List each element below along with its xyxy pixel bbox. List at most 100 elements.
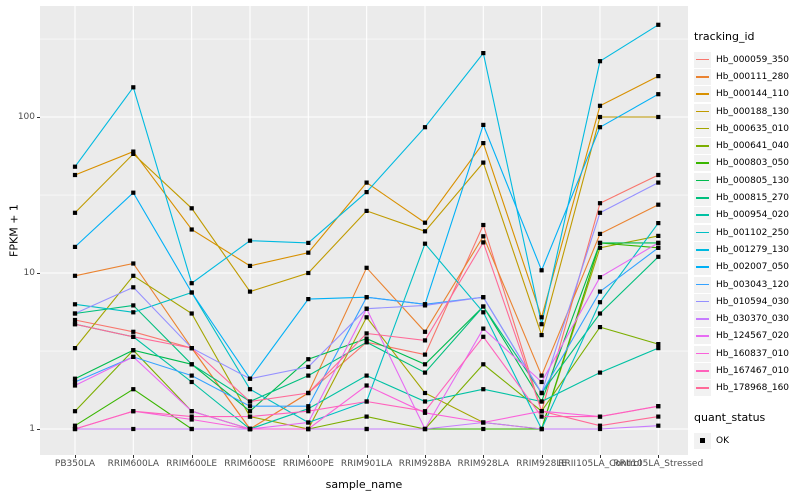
legend-item-label: Hb_160837_010 <box>716 348 790 359</box>
x-tick-mark <box>599 455 601 458</box>
legend-item-label: Hb_000803_050 <box>716 158 790 169</box>
legend-key-line-icon <box>694 362 711 379</box>
legend-key-line-icon <box>694 190 711 207</box>
legend-item-label: Hb_000954_020 <box>716 210 790 221</box>
x-tick-label-PB350LA: PB350LA <box>54 459 96 469</box>
x-tick-label-RRIM928BA: RRIM928BA <box>398 459 452 469</box>
legend-item-Hb_000144_110: Hb_000144_110 <box>694 86 798 103</box>
y-tick-label-1: 1 <box>29 424 35 434</box>
y-tick-mark <box>37 117 40 118</box>
legend-item-Hb_001102_250: Hb_001102_250 <box>694 224 798 241</box>
legend-key-line-icon <box>694 328 711 345</box>
legend-item-label: Hb_000635_010 <box>716 123 790 134</box>
legend-item-label: Hb_002007_050 <box>716 262 790 273</box>
legend-key-line-icon <box>694 155 711 172</box>
legend-item-Hb_124567_020: Hb_124567_020 <box>694 328 798 345</box>
x-tick-mark <box>133 455 135 458</box>
legend-item-Hb_000954_020: Hb_000954_020 <box>694 207 798 224</box>
x-tick-mark <box>541 455 543 458</box>
legend-key-line-icon <box>694 138 711 155</box>
x-tick-label-RRII105LA_Control: RRII105LA_Control <box>558 459 642 469</box>
legend-item-label: Hb_000641_040 <box>716 141 790 152</box>
legend-item-Hb_000188_130: Hb_000188_130 <box>694 103 798 120</box>
legend-item-Hb_167467_010: Hb_167467_010 <box>694 362 798 379</box>
legend-item-Hb_030370_030: Hb_030370_030 <box>694 310 798 328</box>
legend-item-Hb_003043_120: Hb_003043_120 <box>694 276 798 293</box>
legend-item-Hb_010594_030: Hb_010594_030 <box>694 293 798 310</box>
legend-item-label: Hb_001279_130 <box>716 244 790 255</box>
legend-title-quant-status: quant_status <box>694 410 766 424</box>
legend-item-Hb_000059_350: Hb_000059_350 <box>694 51 798 68</box>
quant-legend-items: OK <box>694 432 798 449</box>
legend-item-Hb_000641_040: Hb_000641_040 <box>694 137 798 155</box>
x-tick-mark <box>191 455 193 458</box>
legend-item-Hb_001279_130: Hb_001279_130 <box>694 241 798 258</box>
data-point-markers <box>72 22 661 432</box>
x-tick-label-RRIM928LE: RRIM928LE <box>516 459 568 469</box>
legend-key-line-icon <box>694 311 711 328</box>
legend-key-line-icon <box>694 345 711 362</box>
x-tick-label-RRIM928LA: RRIM928LA <box>457 459 510 469</box>
legend-item-label: Hb_003043_120 <box>716 279 790 290</box>
legend-item-label: Hb_000188_130 <box>716 106 790 117</box>
x-tick-mark <box>249 455 251 458</box>
legend-item-label: Hb_000111_280 <box>716 71 790 82</box>
legend-key-line-icon <box>694 68 711 85</box>
y-tick-label-10: 10 <box>23 268 35 278</box>
black-square-marker-icon <box>694 432 711 449</box>
legend-item-label: Hb_000144_110 <box>716 89 790 100</box>
legend-key-line-icon <box>694 224 711 241</box>
legend-item-label: Hb_124567_020 <box>716 331 790 342</box>
legend-item-label: Hb_000815_270 <box>716 193 790 204</box>
legend-item-Hb_002007_050: Hb_002007_050 <box>694 259 798 276</box>
legend-item-label: Hb_178968_160 <box>716 383 790 394</box>
legend-key-line-icon <box>694 86 711 103</box>
quant-legend-item-label: OK <box>716 435 729 446</box>
legend-key-line-icon <box>694 120 711 137</box>
x-tick-mark <box>308 455 310 458</box>
legend-item-Hb_178968_160: Hb_178968_160 <box>694 380 798 397</box>
x-tick-mark <box>424 455 426 458</box>
legend-key-line-icon <box>694 103 711 120</box>
legend-key-line-icon <box>694 259 711 276</box>
legend-key-line-icon <box>694 207 711 224</box>
y-tick-label-100: 100 <box>17 112 35 122</box>
x-tick-label-RRIM600LA: RRIM600LA <box>107 459 160 469</box>
x-tick-label-RRIM600SE: RRIM600SE <box>224 459 276 469</box>
legend-item-label: Hb_000805_130 <box>716 175 790 186</box>
legend-item-Hb_000815_270: Hb_000815_270 <box>694 189 798 207</box>
legend-items: Hb_000059_350 Hb_000111_280 Hb_000144_110 H… <box>694 51 798 397</box>
legend-key-line-icon <box>694 276 711 293</box>
x-tick-mark <box>483 455 485 458</box>
legend-key-line-icon <box>694 380 711 397</box>
legend-item-label: Hb_001102_250 <box>716 227 790 238</box>
legend-item-Hb_000803_050: Hb_000803_050 <box>694 155 798 172</box>
legend-key-line-icon <box>694 51 711 68</box>
x-tick-label-RRIM901LA: RRIM901LA <box>340 459 393 469</box>
y-tick-mark <box>37 273 40 274</box>
legend-item-label: Hb_030370_030 <box>716 314 790 325</box>
legend-item-label: Hb_000059_350 <box>716 54 790 65</box>
x-tick-mark <box>366 455 368 458</box>
legend-key-line-icon <box>694 293 711 310</box>
x-axis-title: sample_name <box>325 478 403 491</box>
x-tick-mark <box>658 455 660 458</box>
x-tick-label-RRII105LA_Stressed: RRII105LA_Stressed <box>613 459 704 469</box>
plot-panel <box>40 6 688 455</box>
legend-item-label: Hb_167467_010 <box>716 365 790 376</box>
legend-item-Hb_160837_010: Hb_160837_010 <box>694 345 798 362</box>
legend-panel: tracking_id Hb_000059_350 Hb_000111_280 Hb… <box>694 30 798 449</box>
x-tick-label-RRIM600LE: RRIM600LE <box>166 459 218 469</box>
quant-legend-item-OK: OK <box>694 432 798 449</box>
legend-title-tracking-id: tracking_id <box>694 30 755 43</box>
legend-item-label: Hb_010594_030 <box>716 296 790 307</box>
legend-key-line-icon <box>694 241 711 258</box>
x-tick-mark <box>75 455 76 458</box>
legend-item-Hb_000111_280: Hb_000111_280 <box>694 68 798 85</box>
plot-canvas <box>40 6 688 455</box>
x-tick-label-RRIM600PE: RRIM600PE <box>282 459 334 469</box>
y-axis-title: FPKM + 1 <box>7 204 21 257</box>
quant-status-legend: quant_status OK <box>694 411 798 449</box>
legend-item-Hb_000805_130: Hb_000805_130 <box>694 172 798 189</box>
